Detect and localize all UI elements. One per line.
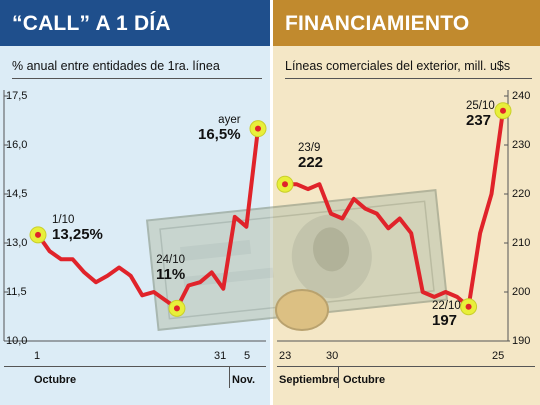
call-y-tick-label: 11,5 (6, 286, 27, 298)
fin-x-tick-label: 23 (279, 350, 292, 362)
fin-annotation-start: 23/9 222 (298, 142, 324, 171)
call-y-tick-label: 13,0 (6, 237, 28, 249)
call-x-tick-label: 5 (244, 350, 251, 362)
fin-x-tick-label: 30 (326, 350, 339, 362)
call-y-tick-label: 10,0 (6, 335, 28, 347)
call-month-separator (229, 366, 230, 388)
call-annotation-start: 1/10 13,25% (52, 214, 103, 243)
fin-data-point (465, 303, 472, 310)
fin-series-line (283, 108, 505, 309)
call-x-tick-label: 1 (34, 350, 41, 362)
fin-data-point (500, 107, 506, 114)
call-y-tick-label: 14,5 (6, 188, 28, 200)
call-month-divider (4, 366, 266, 367)
dollar-bills-image (145, 189, 449, 331)
call-data-point (173, 305, 180, 312)
call-title: “CALL” A 1 DÍA (0, 0, 270, 46)
fin-month-label: Octubre (343, 374, 386, 386)
fin-annotation-min: 22/10 197 (432, 300, 461, 329)
fin-month-separator (338, 366, 339, 388)
call-month-label: Nov. (232, 374, 256, 386)
call-y-tick-label: 16,0 (6, 139, 28, 151)
call-annotation-min: 24/10 11% (156, 254, 186, 283)
fin-y-tick-label: 220 (512, 188, 531, 200)
financiamiento-subtitle: Líneas comerciales del exterior, mill. u… (285, 52, 532, 79)
fin-y-tick-label: 190 (512, 335, 531, 347)
call-x-tick-label: 31 (214, 350, 227, 362)
call-panel: “CALL” A 1 DÍA % anual entre entidades d… (0, 0, 270, 405)
fin-data-point (282, 181, 288, 188)
fin-y-tick-label: 230 (512, 139, 531, 151)
call-subtitle: % anual entre entidades de 1ra. línea (12, 52, 262, 79)
fin-x-tick-label: 25 (492, 350, 505, 362)
call-y-tick-label: 17,5 (6, 90, 28, 102)
call-series-line (36, 126, 260, 311)
financiamiento-title: FINANCIAMIENTO (273, 0, 540, 46)
call-month-label: Octubre (34, 374, 77, 386)
fin-y-tick-label: 240 (512, 90, 531, 102)
call-annotation-end: ayer 16,5% (198, 114, 241, 143)
fin-annotation-end: 25/10 237 (466, 100, 495, 129)
fin-month-label: Septiembre (279, 374, 339, 386)
call-data-point (255, 125, 261, 132)
fin-month-divider (277, 366, 535, 367)
call-data-point (35, 231, 41, 238)
call-chart (3, 90, 267, 342)
fin-y-tick-label: 200 (512, 286, 531, 298)
fin-y-tick-label: 210 (512, 237, 531, 249)
